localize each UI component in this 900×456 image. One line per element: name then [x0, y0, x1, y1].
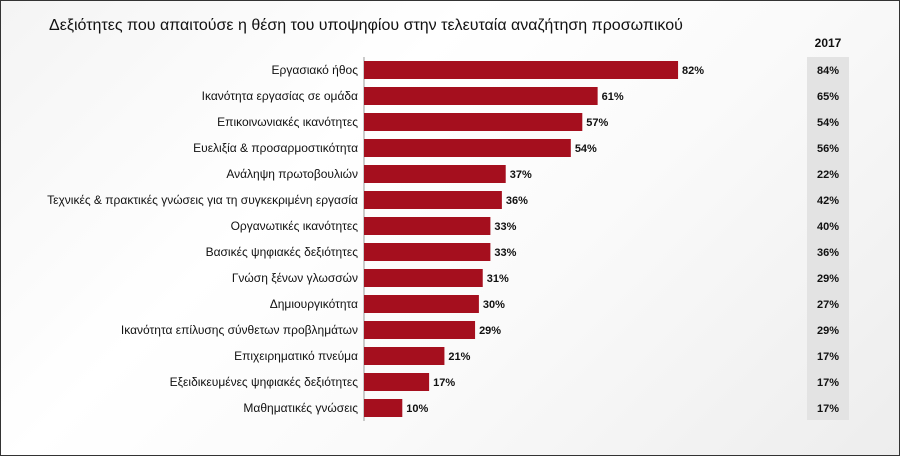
category-label: Επιχειρηματικό πνεύμα [234, 349, 358, 363]
chart-title: Δεξιότητες που απαιτούσε η θέση του υποψ… [49, 17, 683, 34]
bar [364, 347, 445, 365]
category-label: Οργανωτικές ικανότητες [231, 219, 359, 233]
bar-value-label: 29% [479, 325, 501, 337]
comparison-value-label: 22% [817, 169, 839, 181]
category-label: Τεχνικές & πρακτικές γνώσεις για τη συγκ… [47, 193, 358, 207]
bar-value-label: 61% [602, 91, 624, 103]
bar [364, 113, 583, 131]
category-label: Ανάληψη πρωτοβουλιών [226, 167, 358, 181]
bar [364, 87, 598, 105]
bar [364, 373, 430, 391]
bar [364, 269, 483, 287]
bar-value-label: 21% [448, 351, 470, 363]
bar [364, 139, 571, 157]
bar [364, 191, 502, 209]
category-label: Ικανότητα εργασίας σε ομάδα [202, 89, 358, 103]
comparison-value-label: 40% [817, 221, 839, 233]
category-label: Εξειδικευμένες ψηφιακές δεξιότητες [170, 375, 359, 389]
bar-value-label: 31% [487, 273, 509, 285]
comparison-value-label: 36% [817, 247, 839, 259]
comparison-value-label: 29% [817, 273, 839, 285]
category-label: Ικανότητα επίλυσης σύνθετων προβλημάτων [121, 323, 358, 337]
bar [364, 217, 491, 235]
category-label: Ευελιξία & προσαρμοστικότητα [193, 141, 358, 155]
comparison-value-label: 17% [817, 377, 839, 389]
comparison-value-label: 56% [817, 143, 839, 155]
category-label: Εργασιακό ήθος [272, 63, 359, 77]
bar-value-label: 10% [406, 403, 428, 415]
bar-value-label: 17% [433, 377, 455, 389]
bar-value-label: 82% [682, 65, 704, 77]
bar-value-label: 33% [494, 247, 516, 259]
category-label: Επικοινωνιακές ικανότητες [217, 115, 358, 129]
category-label: Δημιουργικότητα [270, 297, 358, 311]
bar-value-label: 30% [483, 299, 505, 311]
comparison-value-label: 17% [817, 403, 839, 415]
category-label: Βασικές ψηφιακές δεξιότητες [206, 245, 359, 259]
comparison-value-label: 17% [817, 351, 839, 363]
comparison-value-label: 42% [817, 195, 839, 207]
bar [364, 61, 679, 79]
bar [364, 295, 479, 313]
comparison-value-label: 54% [817, 117, 839, 129]
bar [364, 165, 506, 183]
bar [364, 243, 491, 261]
comparison-value-label: 65% [817, 91, 839, 103]
bar-value-label: 37% [510, 169, 532, 181]
bar-value-label: 33% [494, 221, 516, 233]
comparison-value-label: 27% [817, 299, 839, 311]
bar-value-label: 36% [506, 195, 528, 207]
category-label: Γνώση ξένων γλωσσών [232, 271, 358, 285]
bar [364, 321, 476, 339]
bar-value-label: 54% [575, 143, 597, 155]
comparison-value-label: 84% [817, 65, 839, 77]
comparison-column [807, 57, 849, 420]
bar-value-label: 57% [586, 117, 608, 129]
comparison-year-header: 2017 [814, 36, 842, 50]
category-label: Μαθηματικές γνώσεις [243, 401, 358, 415]
comparison-value-label: 29% [817, 325, 839, 337]
bar [364, 399, 403, 417]
